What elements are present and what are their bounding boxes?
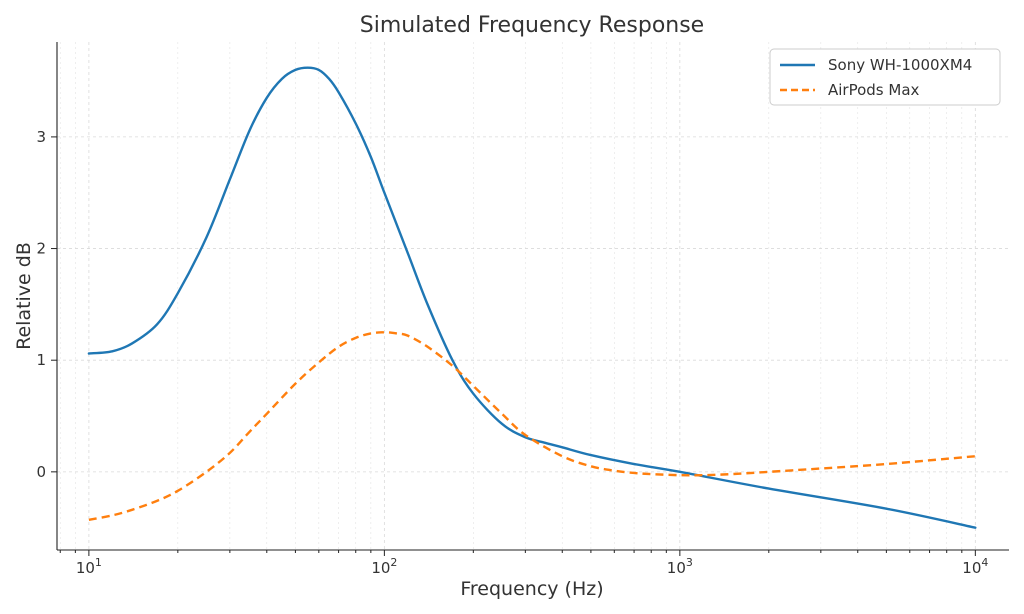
x-axis-label: Frequency (Hz) — [460, 578, 603, 600]
tick-labels: 101 102 103 104 0 1 2 3 — [36, 128, 988, 577]
y-axis-label: Relative dB — [13, 242, 35, 350]
x-tick-label: 101 — [76, 556, 102, 577]
legend: Sony WH-1000XM4 AirPods Max — [769, 48, 1001, 106]
legend-label-sony: Sony WH-1000XM4 — [828, 56, 972, 74]
grid — [57, 42, 1009, 550]
x-tick-label: 103 — [667, 556, 693, 577]
y-tick-label: 3 — [36, 128, 46, 146]
series-layer — [87, 66, 977, 529]
x-tick-label: 102 — [371, 556, 397, 577]
x-tick-label: 104 — [962, 556, 988, 577]
axes — [56, 42, 1009, 551]
series-line-sony — [87, 66, 977, 529]
chart-title: Simulated Frequency Response — [360, 13, 704, 38]
y-tick-label: 0 — [36, 463, 46, 481]
ticks — [51, 136, 976, 556]
legend-box — [769, 48, 1001, 106]
y-tick-label: 2 — [36, 240, 46, 258]
y-tick-label: 1 — [36, 351, 46, 369]
series-line-airpods — [88, 331, 976, 522]
legend-label-airpods: AirPods Max — [828, 81, 920, 99]
